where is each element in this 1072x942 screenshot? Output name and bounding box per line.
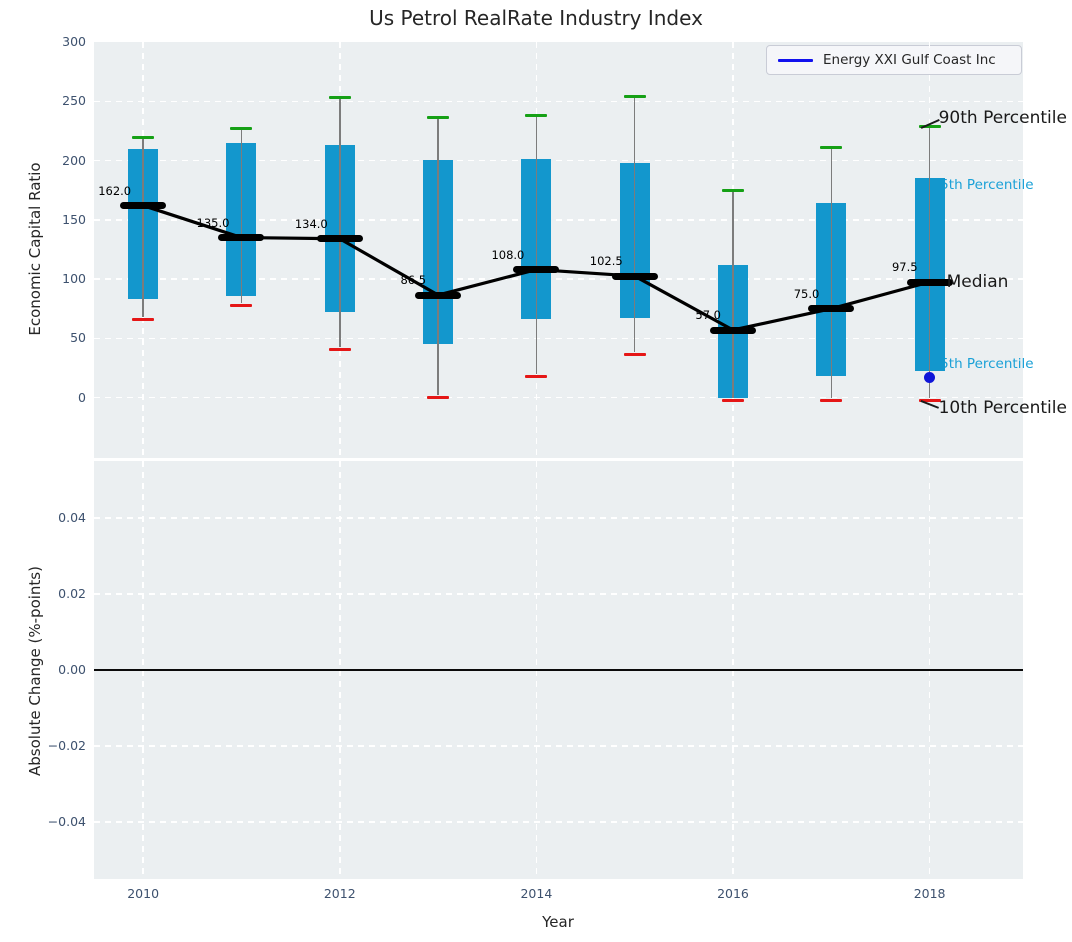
median-value-label: 97.5 (892, 260, 918, 274)
y-tick-label: 150 (48, 212, 86, 227)
figure: Us Petrol RealRate Industry Index 162.01… (0, 0, 1072, 942)
y-tick-label: −0.04 (42, 814, 86, 829)
median-segment (513, 266, 559, 273)
y-tick-label: 300 (48, 34, 86, 49)
median-segment (808, 305, 854, 312)
median-value-label: 75.0 (794, 287, 820, 301)
median-segment (612, 273, 658, 280)
x-axis-label: Year (528, 913, 588, 931)
median-segment (120, 202, 166, 209)
y-tick-label: 50 (48, 330, 86, 345)
median-value-label: 162.0 (98, 184, 131, 198)
top-y-axis-label: Economic Capital Ratio (26, 149, 44, 349)
company-data-point (924, 372, 935, 383)
y-tick-label: 250 (48, 93, 86, 108)
y-tick-label: −0.02 (42, 738, 86, 753)
y-tick-label: 0.04 (42, 510, 86, 525)
median-value-label: 86.5 (400, 273, 426, 287)
x-tick-label: 2014 (506, 886, 566, 901)
top-subplot: 162.0 135.0 134.0 86.5 108.0 102.5 57.0 75.0 97.… (94, 42, 1023, 458)
gridline-horizontal (94, 821, 1023, 823)
median-value-label: 135.0 (197, 216, 230, 230)
x-tick-label: 2010 (113, 886, 173, 901)
x-tick-label: 2018 (900, 886, 960, 901)
y-tick-label: 200 (48, 153, 86, 168)
median-value-label: 57.0 (695, 308, 721, 322)
median-line (94, 42, 1023, 458)
percentile-annotation: Median (947, 272, 1009, 292)
median-segment (415, 292, 461, 299)
median-segment (710, 327, 756, 334)
bottom-subplot (94, 461, 1023, 879)
median-value-label: 108.0 (491, 248, 524, 262)
gridline-horizontal (94, 745, 1023, 747)
median-segment (218, 234, 264, 241)
y-tick-label: 0 (48, 390, 86, 405)
gridline-horizontal (94, 593, 1023, 595)
gridline-horizontal (94, 517, 1023, 519)
median-value-label: 134.0 (295, 217, 328, 231)
x-tick-label: 2012 (310, 886, 370, 901)
y-tick-label: 100 (48, 271, 86, 286)
chart-title: Us Petrol RealRate Industry Index (0, 6, 1072, 30)
x-tick-label: 2016 (703, 886, 763, 901)
percentile-annotation: 90th Percentile (939, 108, 1067, 128)
median-segment (317, 235, 363, 242)
y-tick-label: 0.00 (42, 662, 86, 677)
y-tick-label: 0.02 (42, 586, 86, 601)
percentile-annotation: 10th Percentile (939, 398, 1067, 418)
median-value-label: 102.5 (590, 254, 623, 268)
zero-line (94, 669, 1023, 671)
